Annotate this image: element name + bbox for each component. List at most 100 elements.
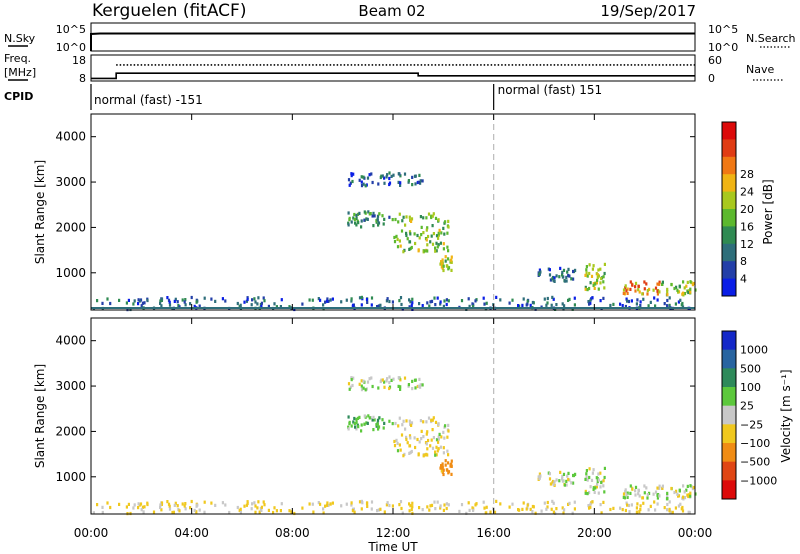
power-cell [377,182,380,186]
power-cell [634,289,637,293]
velocity-cell [290,510,293,514]
power-cell [331,297,334,301]
power-cell [390,174,393,178]
power-cell [658,280,661,284]
velocity-cell [142,510,145,514]
power-cell [365,297,369,301]
colorbar-swatch [722,387,736,407]
velocity-cell [422,435,425,439]
velocity-cell [419,419,422,423]
power-cell [363,210,366,214]
velocity-cell [160,501,164,505]
power-cell [658,282,661,286]
velocity-cell [375,423,378,427]
velocity-cell [563,508,566,512]
power-cell [567,267,570,271]
velocity-cell [529,507,532,511]
power-cell [562,307,565,311]
velocity-cell [399,500,403,504]
power-cell [273,302,276,306]
power-cell [670,282,673,287]
velocity-cell [594,486,597,490]
velocity-cell [368,416,371,420]
power-cell [405,233,408,237]
velocity-cell [348,420,351,424]
velocity-cell [630,503,633,507]
power-cell [587,300,590,304]
velocity-cell [376,418,380,422]
velocity-cell [634,485,638,489]
velocity-cell [683,496,687,500]
velocity-cell [137,502,140,506]
velocity-cell [562,472,566,476]
velocity-cell [622,492,626,496]
power-cell [358,211,361,215]
power-cell [440,260,443,264]
cpid-segment-2: normal (fast) 151 [498,83,602,97]
power-cell [554,307,557,311]
cpid-row: CPID normal (fast) -151 normal (fast) 15… [4,83,602,110]
velocity-cell [548,472,551,476]
power-cell [426,301,429,305]
power-cell [371,214,374,218]
velocity-cell [555,507,558,511]
velocity-cell [558,479,561,483]
power-cell [680,303,683,307]
power-cell [563,304,566,308]
velocity-cell [430,418,433,422]
velocity-cell [210,501,213,505]
power-cell [417,249,420,253]
power-cell [566,270,569,274]
velocity-cell [668,509,671,513]
velocity-cell [679,502,682,506]
colorbar-tick: 24 [740,186,754,199]
power-cell [447,225,450,229]
power-cell [585,271,588,275]
velocity-cell [275,509,278,513]
power-cell [663,302,666,306]
velocity-cell [526,503,529,507]
velocity-cell [360,429,363,433]
velocity-cell [399,385,402,389]
colorbar-tick: 16 [740,220,754,233]
velocity-cell [378,416,381,420]
velocity-cell [636,502,639,506]
power-cell [573,296,576,300]
velocity-cell [602,484,605,488]
velocity-cell [347,415,350,419]
power-cell [425,228,428,232]
velocity-cell [351,509,354,513]
velocity-cell [423,453,426,457]
velocity-cell [413,436,416,440]
power-cell [430,299,434,303]
power-cell [350,299,353,303]
power-cell [597,274,600,278]
velocity-cell [687,510,690,514]
ytick-label: 2000 [55,220,86,234]
velocity-cell [588,475,591,480]
velocity-cell [548,477,552,481]
velocity-cell [417,453,420,457]
velocity-cell [125,505,128,509]
power-cell [630,299,633,303]
velocity-cell [408,434,412,438]
power-cell [385,299,388,303]
velocity-cell [436,449,439,453]
velocity-cell [551,481,554,485]
velocity-cell [137,506,140,510]
velocity-cell [181,502,184,506]
velocity-cell [312,510,315,514]
velocity-cell [539,474,542,478]
power-cell [434,303,437,307]
power-cell [447,257,450,261]
noise-left-tick-bottom: 10^0 [56,41,86,54]
velocity-cell [184,502,187,506]
power-cell [683,292,687,296]
velocity-cell [411,379,414,383]
power-cell [668,296,671,300]
velocity-cell [666,491,669,495]
freq-label-line2: [MHz] [4,66,36,79]
velocity-cell [436,500,439,504]
power-cell [681,305,685,309]
velocity-cell [654,490,658,494]
